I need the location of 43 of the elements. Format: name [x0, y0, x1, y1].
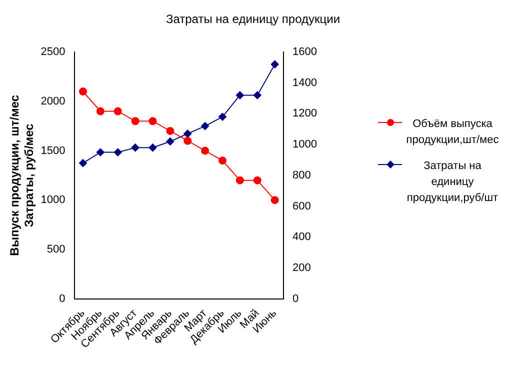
point — [184, 130, 192, 138]
y2-tick-label: 800 — [292, 169, 311, 182]
point — [78, 87, 87, 96]
point — [131, 144, 140, 152]
y-tick-label: 2000 — [40, 95, 66, 108]
y2-tick-label: 0 — [292, 292, 299, 305]
point — [236, 91, 244, 100]
y2-tick-label: 400 — [292, 231, 311, 244]
y-tick-label: 1000 — [40, 194, 66, 206]
point — [184, 136, 192, 145]
point — [114, 107, 122, 116]
point — [270, 60, 279, 68]
point — [236, 176, 244, 184]
chart-title: Затраты на единицу продукции — [164, 12, 342, 26]
point — [96, 148, 104, 156]
point — [218, 112, 226, 121]
y-tick-label: 2500 — [40, 46, 66, 58]
y-tick-label: 0 — [59, 292, 66, 305]
y-axis-title: Выпуск продукции, шт/мес Затраты, руб/мес — [8, 94, 36, 256]
point — [114, 148, 122, 156]
y2-tick-label: 1000 — [292, 138, 318, 151]
point — [148, 144, 157, 152]
point — [253, 91, 262, 100]
legend-label: Объём выпуска продукции,шт/мес — [405, 117, 500, 148]
y-tick-label: 1500 — [40, 144, 66, 157]
point — [78, 159, 87, 168]
point — [218, 156, 226, 165]
y2-tick-label: 1200 — [292, 108, 318, 120]
y2-tick-label: 600 — [292, 200, 311, 212]
point — [148, 117, 157, 126]
point — [166, 126, 174, 135]
point — [201, 122, 210, 130]
y-tick-label: 500 — [46, 243, 66, 256]
point — [96, 107, 104, 116]
y2-tick-label: 1400 — [292, 76, 318, 89]
legend-label: Затраты на единицу продукции,руб/шт — [406, 159, 500, 206]
point — [253, 176, 262, 184]
point — [131, 117, 140, 126]
y2-tick-label: 200 — [292, 262, 311, 274]
y2-tick-label: 1600 — [292, 46, 318, 58]
point — [201, 146, 210, 155]
point — [166, 137, 174, 146]
point — [270, 196, 279, 204]
